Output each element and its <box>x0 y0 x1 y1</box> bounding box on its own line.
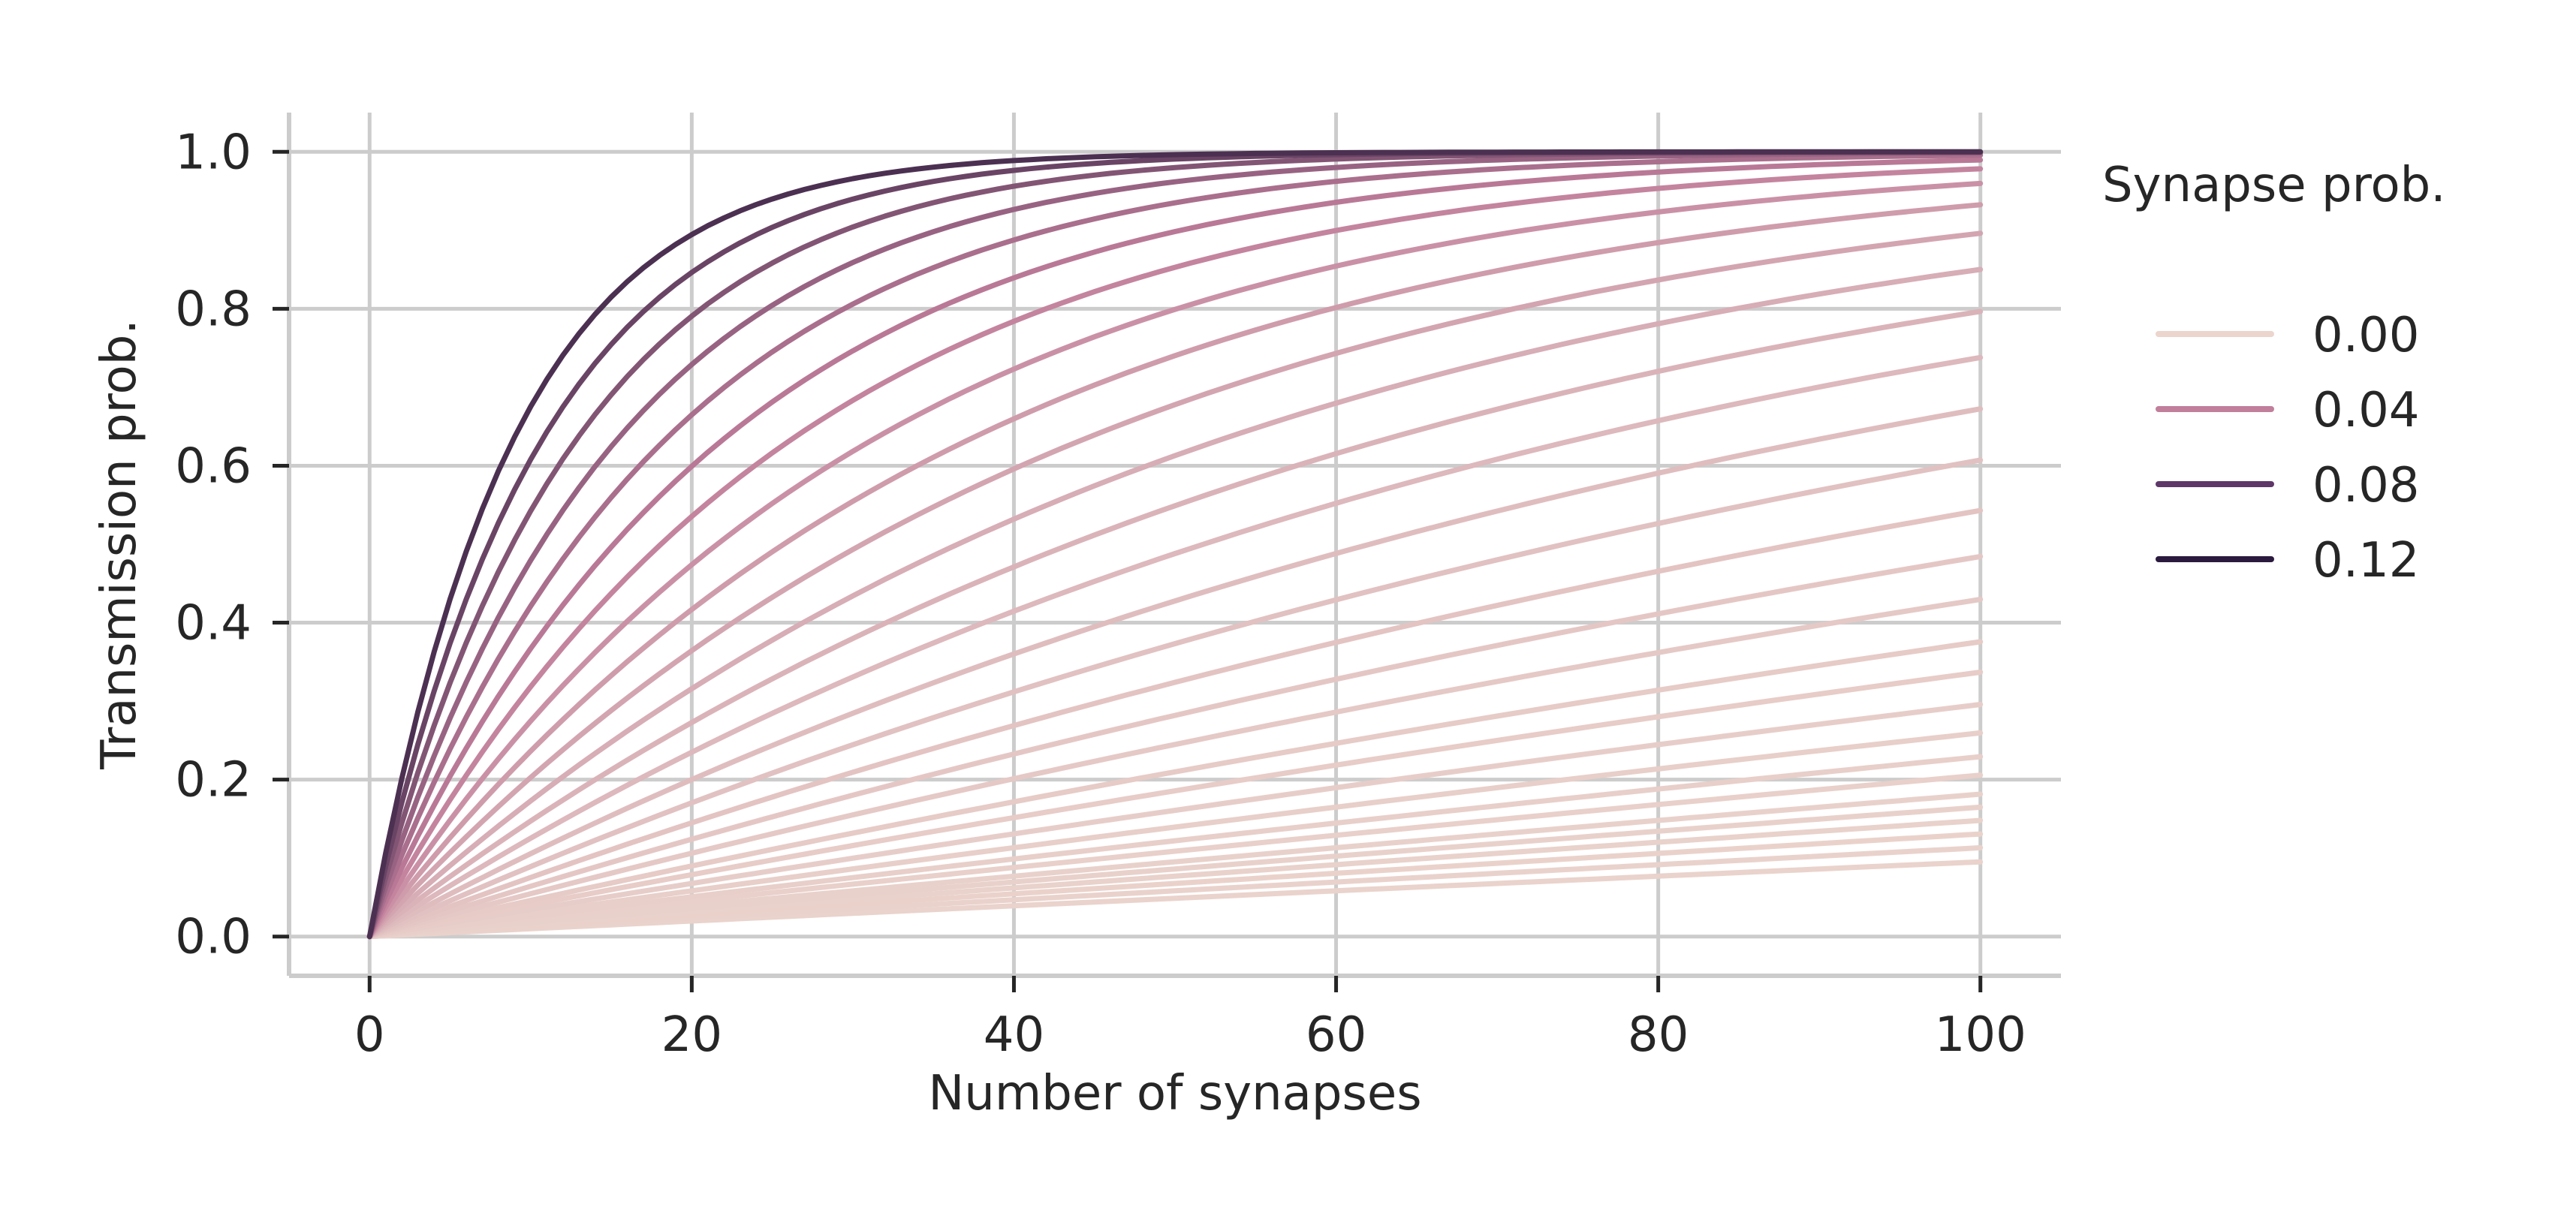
y-tick-label: 0.2 <box>175 753 252 808</box>
y-tick-label: 0.8 <box>175 281 252 337</box>
y-tick-label: 0.0 <box>175 910 252 965</box>
y-tick-label: 0.4 <box>175 596 252 652</box>
legend: Synapse prob. 0.00 0.04 0.08 0.12 <box>2102 158 2446 588</box>
legend-label: 0.08 <box>2312 458 2420 513</box>
x-tick-label: 20 <box>661 1007 722 1063</box>
legend-entries: 0.00 0.04 0.08 0.12 <box>2156 308 2420 588</box>
series-line <box>366 754 1984 940</box>
series-line <box>366 354 1984 940</box>
series-line <box>366 670 1984 940</box>
legend-label: 0.04 <box>2312 383 2420 438</box>
series-line <box>366 639 1984 940</box>
series-line <box>366 597 1984 940</box>
series-line <box>366 772 1984 940</box>
x-tick-label: 80 <box>1628 1007 1689 1063</box>
series-line <box>366 152 1984 940</box>
legend-label: 0.12 <box>2312 533 2420 588</box>
axes-spines <box>287 113 2061 978</box>
x-axis-label: Number of synapses <box>928 1066 1421 1121</box>
series-line <box>366 309 1984 940</box>
series-lines <box>366 149 1984 940</box>
series-line <box>366 817 1984 940</box>
y-axis-label: Transmission prob. <box>92 319 147 769</box>
x-tick-label: 0 <box>354 1007 385 1063</box>
series-line <box>366 730 1984 940</box>
grid <box>289 113 2061 976</box>
series-line <box>366 266 1984 940</box>
legend-title: Synapse prob. <box>2102 158 2446 213</box>
series-line <box>366 791 1984 940</box>
series-line <box>366 166 1984 940</box>
x-tick-label: 40 <box>984 1007 1044 1063</box>
y-tick-label: 0.6 <box>175 438 252 494</box>
series-line <box>366 149 1984 940</box>
series-line <box>366 202 1984 940</box>
series-line <box>366 702 1984 940</box>
series-line <box>366 180 1984 940</box>
series-line <box>366 457 1984 940</box>
y-tick-label: 1.0 <box>175 125 252 180</box>
ticks: 0 20 40 60 80 100 0.0 0.2 0.4 0.6 0.8 1.0 <box>175 125 2026 1063</box>
series-line <box>366 230 1984 940</box>
x-tick-label: 60 <box>1306 1007 1366 1063</box>
series-line <box>366 553 1984 940</box>
legend-label: 0.00 <box>2312 308 2420 363</box>
x-tick-label: 100 <box>1935 1007 2026 1063</box>
series-line <box>366 507 1984 940</box>
series-line <box>366 406 1984 940</box>
series-line <box>366 157 1984 940</box>
